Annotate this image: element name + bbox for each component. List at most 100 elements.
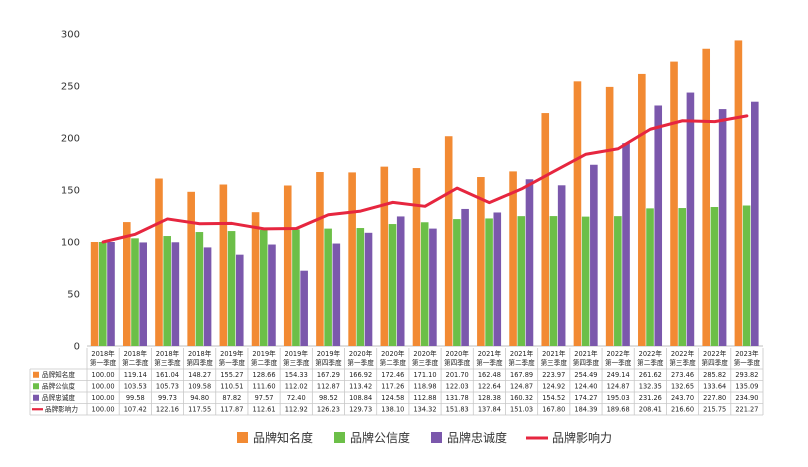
table-cell: 234.90 <box>735 394 758 402</box>
line-series-1 <box>101 114 749 244</box>
table-cell: 122.16 <box>156 406 179 414</box>
bar-2-4 <box>195 232 204 346</box>
table-cell: 109.58 <box>188 383 211 391</box>
bar-1-13 <box>477 177 485 346</box>
bar-2-6 <box>259 229 268 346</box>
table-cell: 126.23 <box>317 406 340 414</box>
table-cell: 231.26 <box>639 394 662 402</box>
data-table: 2018年第一季度2018年第二季度2018年第三季度2018年第四季度2019… <box>29 348 764 416</box>
table-header-year: 2021年 <box>542 349 566 358</box>
table-header-year: 2019年 <box>220 349 244 358</box>
table-header-year: 2020年 <box>446 349 470 358</box>
bar-1-7 <box>283 185 292 346</box>
bar-1-17 <box>605 86 614 346</box>
bar-2-14 <box>517 216 526 346</box>
table-row-label: 品牌忠诚度 <box>42 393 75 402</box>
table-cell: 119.14 <box>124 371 147 379</box>
y-tick-label: 100 <box>61 238 80 249</box>
table-cell: 99.58 <box>126 394 145 402</box>
table-cell: 124.87 <box>607 383 630 391</box>
bar-3-4 <box>203 247 212 346</box>
bar-1-12 <box>444 136 453 346</box>
table-cell: 171.10 <box>413 371 436 379</box>
y-tick-label: 300 <box>61 30 80 41</box>
table-header-year: 2018年 <box>156 349 180 358</box>
table-cell: 122.64 <box>478 383 501 391</box>
bar-3-16 <box>590 164 598 346</box>
bar-2-13 <box>485 218 493 346</box>
table-header-quarter: 第四季度 <box>573 358 600 367</box>
bar-1-4 <box>187 191 195 346</box>
bar-3-3 <box>171 242 180 346</box>
y-tick-label: 200 <box>61 134 80 145</box>
table-cell: 216.60 <box>671 406 694 414</box>
table-cell: 134.32 <box>413 406 436 414</box>
table-cell: 124.58 <box>381 394 404 402</box>
bar-2-15 <box>549 216 558 346</box>
table-cell: 195.03 <box>607 394 630 402</box>
table-cell: 132.65 <box>671 383 694 391</box>
table-cell: 117.87 <box>220 406 243 414</box>
bar-1-3 <box>155 178 163 346</box>
bar-2-7 <box>292 229 300 346</box>
table-header-year: 2020年 <box>381 349 405 358</box>
table-header-quarter: 第四季度 <box>444 358 471 367</box>
table-row-label: 品牌公信度 <box>42 382 75 391</box>
table-cell: 128.66 <box>253 371 276 379</box>
bar-3-9 <box>364 232 373 346</box>
table-cell: 118.98 <box>413 383 436 391</box>
table-cell: 215.75 <box>703 406 726 414</box>
table-cell: 208.41 <box>639 406 662 414</box>
table-cell: 154.33 <box>285 371 308 379</box>
bar-1-21 <box>734 40 743 347</box>
legend-swatch <box>237 432 248 443</box>
table-row-key <box>33 371 39 378</box>
bar-2-8 <box>324 228 332 346</box>
table-cell: 133.64 <box>703 383 726 391</box>
table-header-quarter: 第一季度 <box>347 358 374 367</box>
bar-3-21 <box>751 101 759 346</box>
table-cell: 223.97 <box>542 371 565 379</box>
table-cell: 110.51 <box>220 383 243 391</box>
table-cell: 151.03 <box>510 406 533 414</box>
legend: 品牌知名度 品牌公信度 品牌忠诚度 品牌影响力 <box>237 430 612 445</box>
line-series <box>101 114 749 244</box>
table-cell: 221.27 <box>735 406 758 414</box>
table-cell: 107.42 <box>124 406 147 414</box>
table-cell: 174.27 <box>574 394 597 402</box>
table-cell: 167.80 <box>542 406 565 414</box>
bar-1-20 <box>702 48 711 346</box>
table-header-year: 2018年 <box>91 349 115 358</box>
table-header-quarter: 第三季度 <box>541 358 568 367</box>
table-header-year: 2019年 <box>252 349 276 358</box>
bar-3-13 <box>493 212 502 346</box>
table-cell: 151.83 <box>446 406 469 414</box>
table-cell: 201.70 <box>446 371 469 379</box>
table-cell: 172.46 <box>381 371 404 379</box>
table-cell: 261.62 <box>639 371 662 379</box>
bar-2-5 <box>227 231 236 346</box>
bar-3-15 <box>557 185 566 346</box>
table-cell: 98.52 <box>319 394 338 402</box>
table-cell: 138.10 <box>381 406 404 414</box>
table-header-quarter: 第一季度 <box>734 358 761 367</box>
table-cell: 162.48 <box>478 371 501 379</box>
table-cell: 161.04 <box>156 371 179 379</box>
table-cell: 167.89 <box>510 371 533 379</box>
table-cell: 117.55 <box>188 406 211 414</box>
table-cell: 100.00 <box>92 371 115 379</box>
bar-2-21 <box>742 205 751 346</box>
bar-3-20 <box>718 109 727 346</box>
table-header-year: 2020年 <box>349 349 373 358</box>
table-cell: 167.29 <box>317 371 340 379</box>
bar-2-18 <box>646 208 654 346</box>
bar-3-2 <box>139 242 147 346</box>
table-cell: 154.52 <box>542 394 565 402</box>
bar-1-14 <box>509 171 517 346</box>
table-cell: 97.57 <box>255 394 274 402</box>
legend-label: 品牌影响力 <box>552 430 612 445</box>
bar-2-20 <box>710 207 719 346</box>
y-tick-label: 250 <box>61 82 80 93</box>
table-cell: 108.84 <box>349 394 372 402</box>
